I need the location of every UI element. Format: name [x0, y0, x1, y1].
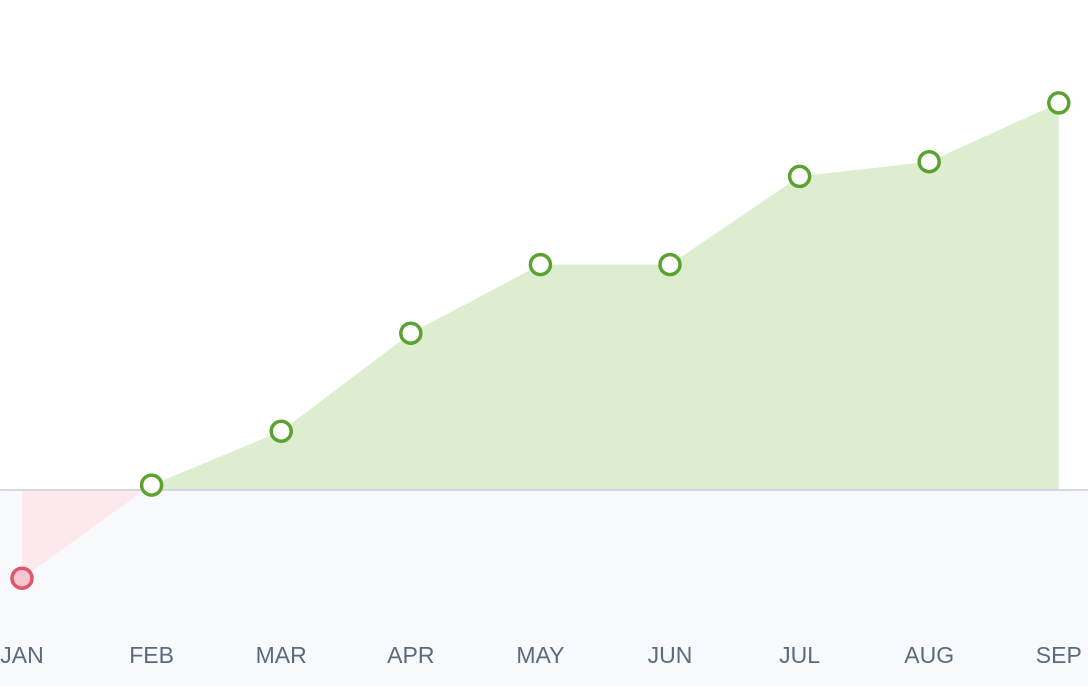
x-tick-label: MAR	[256, 642, 307, 668]
data-point	[917, 149, 941, 174]
data-point	[658, 252, 682, 277]
x-tick-label: AUG	[904, 642, 954, 668]
x-tick-label: JUN	[648, 642, 693, 668]
data-point	[787, 164, 812, 189]
x-tick-label: JUL	[779, 642, 820, 668]
data-point	[1047, 91, 1071, 115]
x-tick-label: SEP	[1036, 642, 1082, 668]
x-tick-label: MAY	[516, 642, 564, 668]
data-point	[528, 252, 553, 277]
data-point	[269, 419, 293, 443]
lower-background	[0, 490, 1088, 686]
data-point	[10, 566, 34, 590]
data-point	[399, 321, 423, 345]
data-point	[139, 473, 164, 497]
x-tick-label: JAN	[0, 642, 43, 668]
x-tick-label: APR	[387, 642, 434, 668]
positive-area	[22, 102, 1059, 490]
x-tick-label: FEB	[129, 642, 174, 668]
negative-area	[22, 490, 1059, 579]
